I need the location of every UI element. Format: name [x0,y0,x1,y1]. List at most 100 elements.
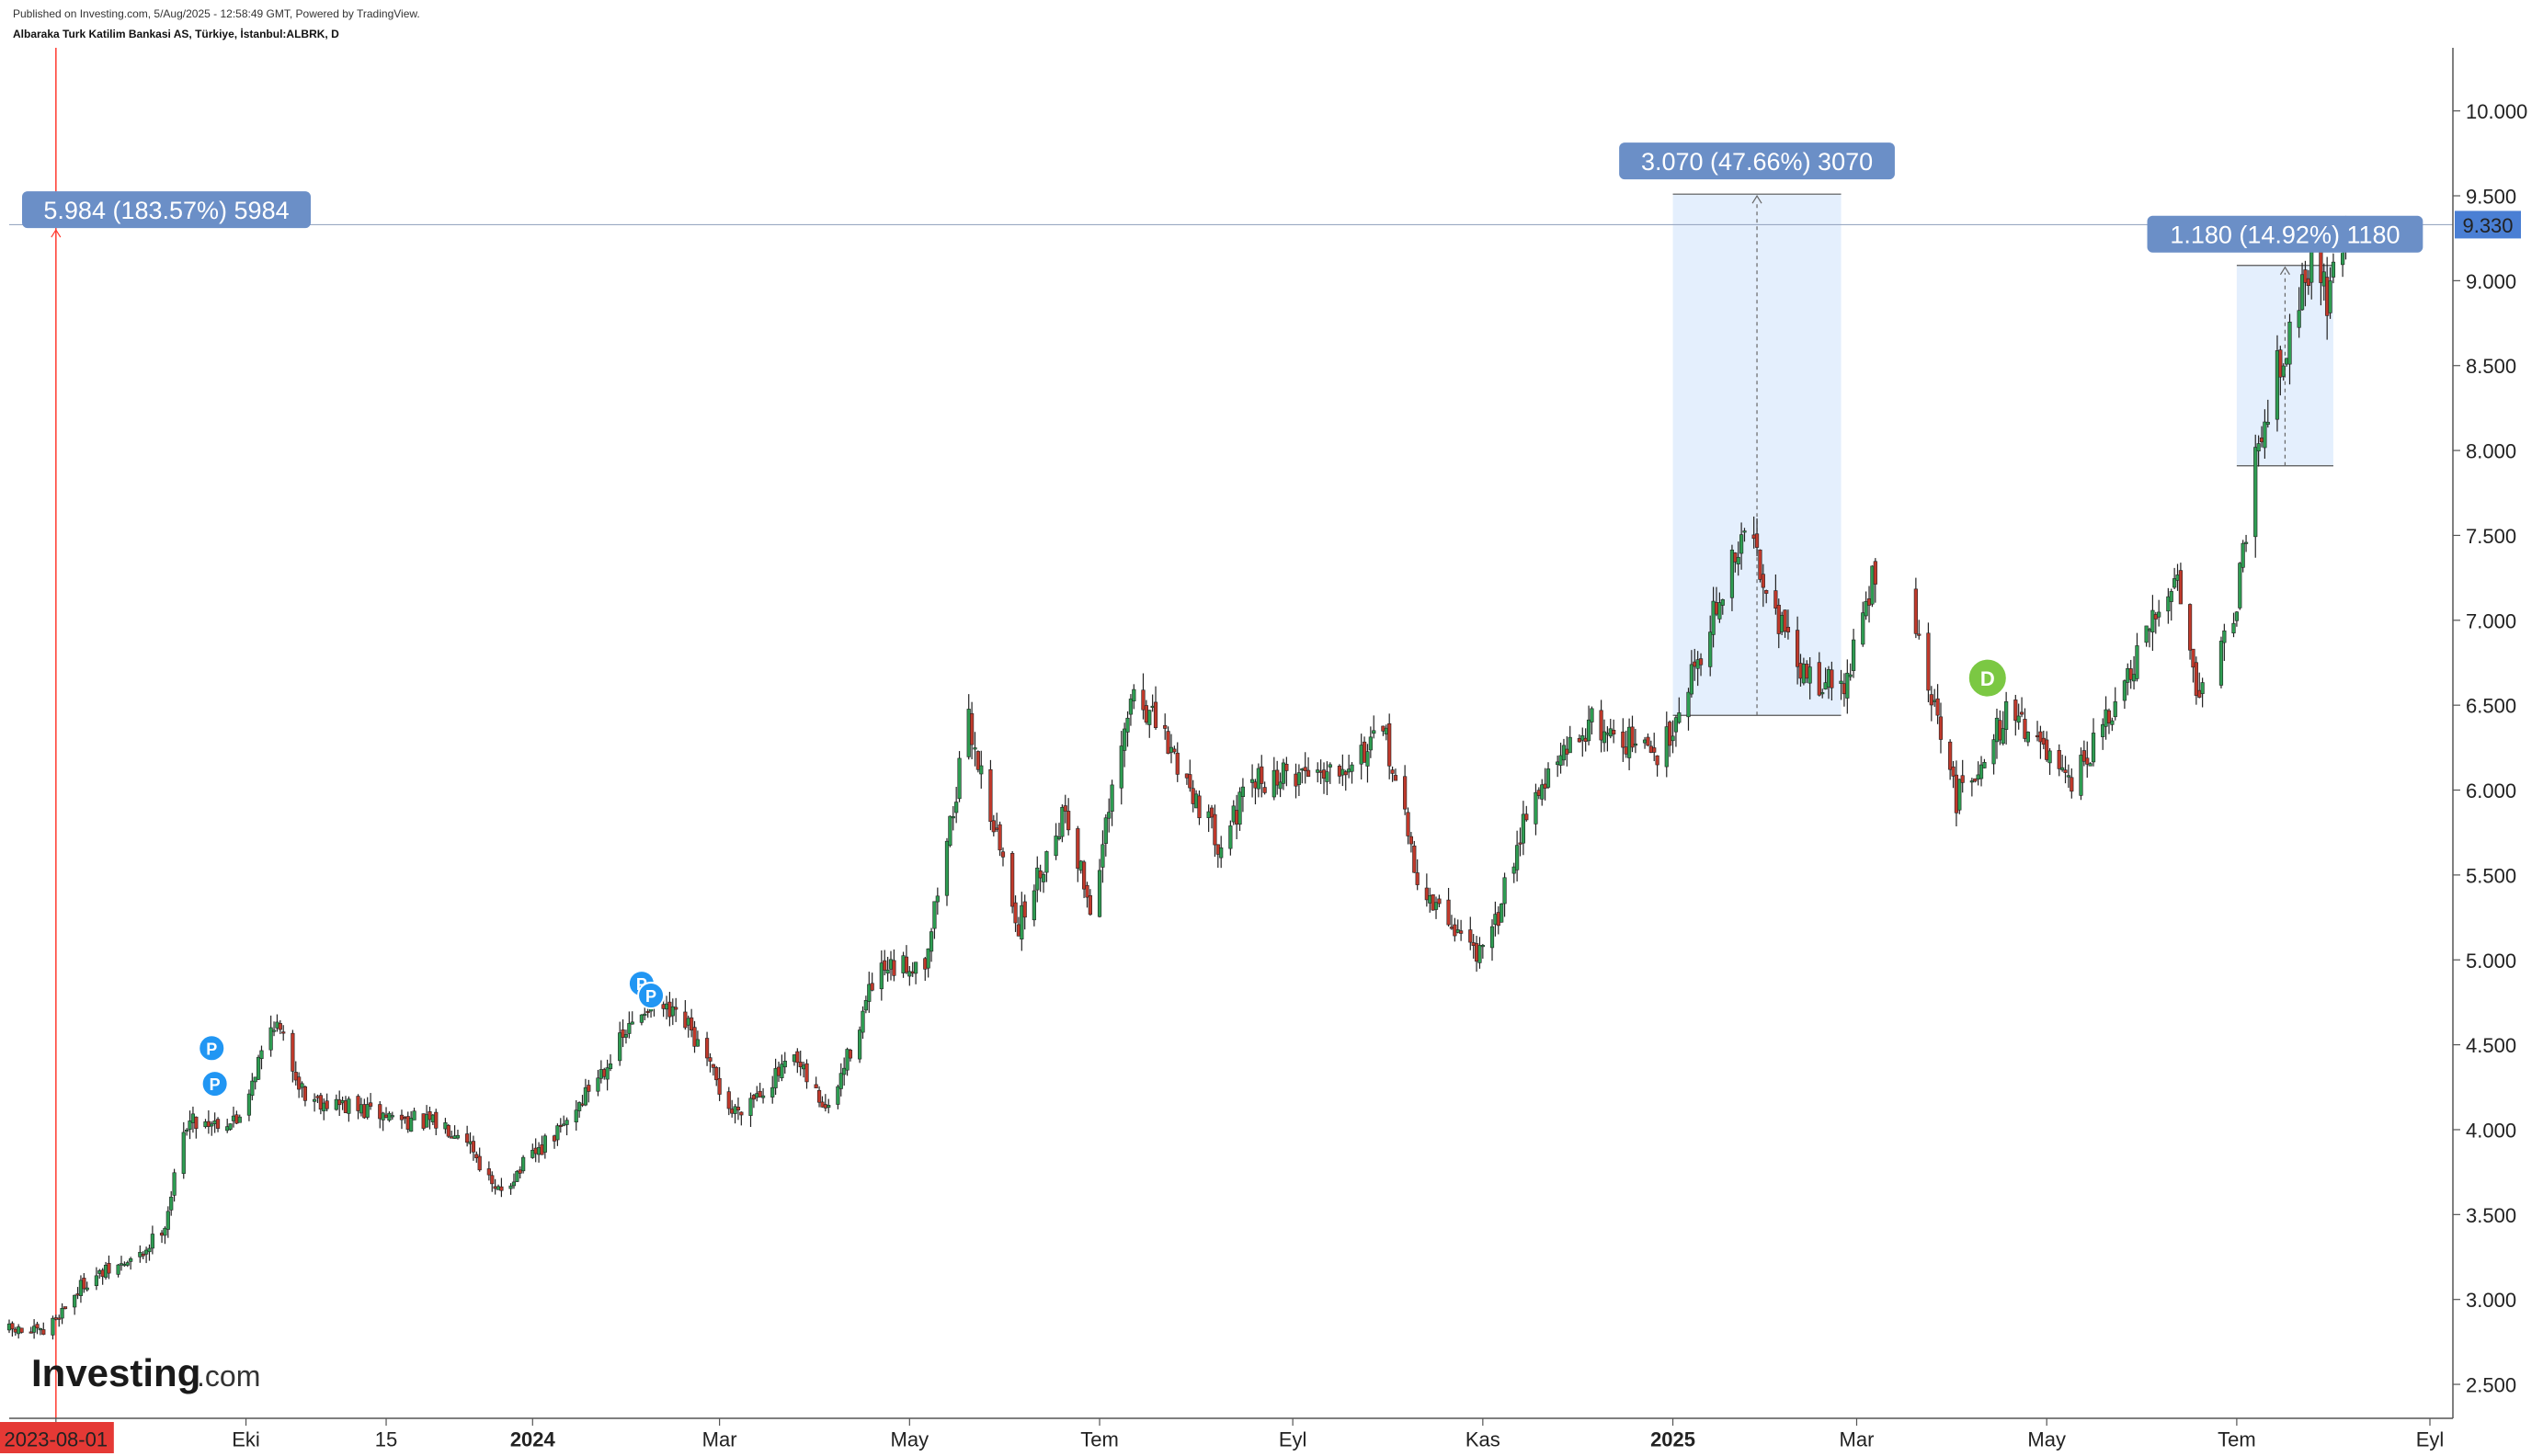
candle-body [708,1057,713,1062]
candle-body [1340,768,1345,776]
candle-body [1764,590,1769,594]
candle-body [1408,836,1414,845]
candle-body [1698,658,1704,665]
candle-body [390,1115,394,1118]
candle-body [169,1196,174,1211]
y-tick-label: 6.500 [2466,695,2516,718]
candle-body [41,1329,46,1336]
candle-body [957,757,962,800]
candle-body [496,1186,501,1190]
candle-body [1671,735,1675,742]
split-marker[interactable] [637,982,666,1010]
candle-body [1982,761,1987,768]
candle-body [998,824,1002,851]
candle-body [1275,769,1280,786]
candle-body [138,1252,143,1257]
candle-body [1820,692,1825,695]
x-tick-label: 2025 [1650,1428,1695,1451]
measure-label[interactable] [2147,215,2423,253]
candle-body [951,816,955,819]
candle-body [1586,719,1591,742]
candle-body [2081,750,2086,762]
measure-label[interactable] [22,191,311,229]
candle-body [194,1116,199,1130]
candle-body [670,1006,675,1017]
candle-body [1954,774,1959,813]
candle-body [695,1039,700,1047]
candle-body [2285,358,2289,365]
candle-body [1132,688,1136,702]
candle-body [630,1021,634,1025]
candle-body [1044,851,1049,873]
event-markers-layer: PPPPDP [198,226,2351,1098]
candle-body [1437,898,1442,904]
candle-body [159,1233,165,1236]
candle-body [2265,421,2270,425]
logo-wordmark: Investing [31,1351,200,1394]
candle-body [820,1101,825,1108]
candle-body [1296,772,1302,785]
candle-body [428,1111,432,1120]
candle-body [365,1104,370,1118]
candle-body [63,1306,68,1310]
candle-body [1780,615,1785,632]
candle-body [1633,743,1637,746]
candle-body [312,1098,317,1102]
y-tick-label: 2.500 [2466,1374,2516,1397]
candle-body [1805,664,1809,679]
candle-body [165,1211,170,1230]
candle-body [1795,630,1800,667]
y-tick-label: 5.500 [2466,864,2516,887]
candle-body [1540,784,1545,800]
candle-body [910,971,915,974]
x-tick-label: Kas [1465,1428,1500,1451]
candle-body [1206,811,1211,818]
candle-body [1524,813,1529,821]
candle-body [2045,739,2049,760]
candle-body [1851,639,1856,671]
candle-body [1262,787,1267,793]
split-marker[interactable] [200,1070,229,1098]
x-tick-label: 15 [375,1428,397,1451]
candle-body [667,1001,672,1018]
candle-body [231,1115,236,1121]
candle-body [2035,734,2040,738]
candle-body [863,1000,868,1011]
candle-body [490,1175,495,1185]
candle-body [618,1032,622,1062]
published-note: Published on Investing.com, 5/Aug/2025 -… [13,7,420,20]
candle-body [1845,672,1850,699]
candle-body [38,1328,42,1331]
candle-body [1433,902,1439,910]
measure-arrow-head [51,228,62,238]
candle-body [1193,793,1199,809]
candle-body [608,1064,613,1069]
candle-body [1776,604,1781,634]
measure-label[interactable] [1619,142,1895,180]
candle-body [892,960,896,976]
candle-body [1720,599,1725,606]
split-marker[interactable] [198,1034,226,1063]
candle-body [2088,763,2093,767]
candle-body [6,1323,12,1331]
candle-body [1973,778,1978,782]
candle-body [455,1134,461,1139]
measure-label-text: 1.180 (14.92%) 1180 [2170,222,2400,249]
candle-body [1097,870,1102,917]
dividend-marker[interactable] [1967,657,2008,699]
candle-body [580,1103,585,1106]
candle-body [1188,774,1192,789]
candle-body [926,948,930,969]
candle-body [1957,779,1962,811]
candle-body [1123,728,1127,751]
candle-body [1372,730,1376,734]
candle-body [97,1270,102,1274]
candle-body [1035,867,1040,891]
candle-body [2113,701,2117,718]
x-tick-label: Mar [702,1428,737,1451]
candle-body [53,1317,58,1320]
candle-body [493,1186,497,1189]
candle-body [602,1069,607,1077]
candle-body [726,1091,731,1109]
